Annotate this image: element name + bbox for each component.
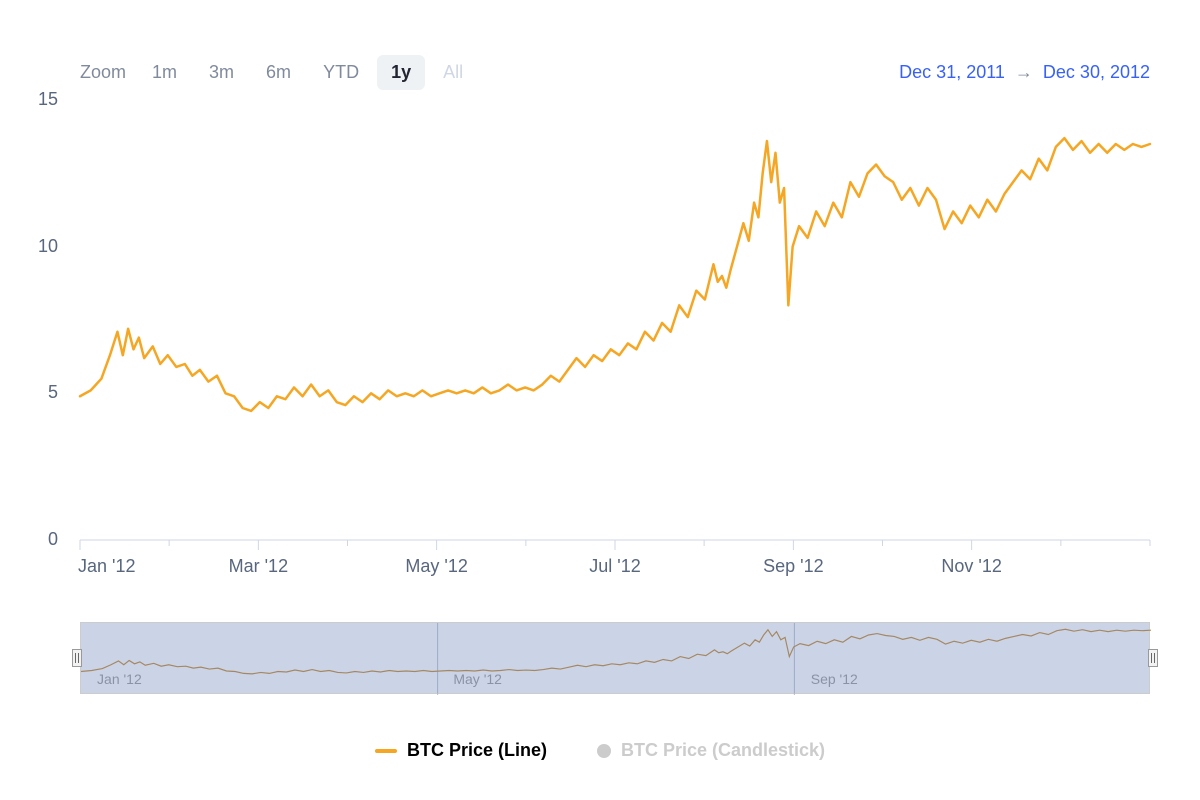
y-tick-label: 15	[18, 89, 58, 110]
legend: BTC Price (Line) BTC Price (Candlestick)	[0, 740, 1200, 761]
legend-label-line: BTC Price (Line)	[407, 740, 547, 761]
y-tick-label: 0	[18, 529, 58, 550]
range-navigator[interactable]: Jan '12 May '12 Sep '12	[80, 622, 1150, 694]
chart-container: Zoom 1m 3m 6m YTD 1y All Dec 31, 2011 → …	[0, 0, 1200, 800]
navigator-x-label: Sep '12	[811, 671, 858, 687]
y-tick-label: 5	[18, 382, 58, 403]
navigator-x-label: May '12	[453, 671, 502, 687]
legend-label-candlestick: BTC Price (Candlestick)	[621, 740, 825, 761]
navigator-handle-right[interactable]	[1148, 649, 1158, 667]
x-tick-label: Nov '12	[941, 556, 1001, 577]
navigator-mask[interactable]	[81, 623, 1149, 693]
legend-item-line[interactable]: BTC Price (Line)	[375, 740, 547, 761]
x-tick-label: Sep '12	[763, 556, 824, 577]
x-tick-label: Mar '12	[229, 556, 288, 577]
price-chart[interactable]	[0, 0, 1160, 550]
legend-swatch-circle	[597, 744, 611, 758]
legend-swatch-line	[375, 749, 397, 753]
x-tick-label: May '12	[405, 556, 467, 577]
x-tick-label: Jan '12	[78, 556, 135, 577]
y-tick-label: 10	[18, 236, 58, 257]
navigator-x-label: Jan '12	[97, 671, 142, 687]
legend-item-candlestick[interactable]: BTC Price (Candlestick)	[597, 740, 825, 761]
navigator-handle-left[interactable]	[72, 649, 82, 667]
x-tick-label: Jul '12	[589, 556, 640, 577]
